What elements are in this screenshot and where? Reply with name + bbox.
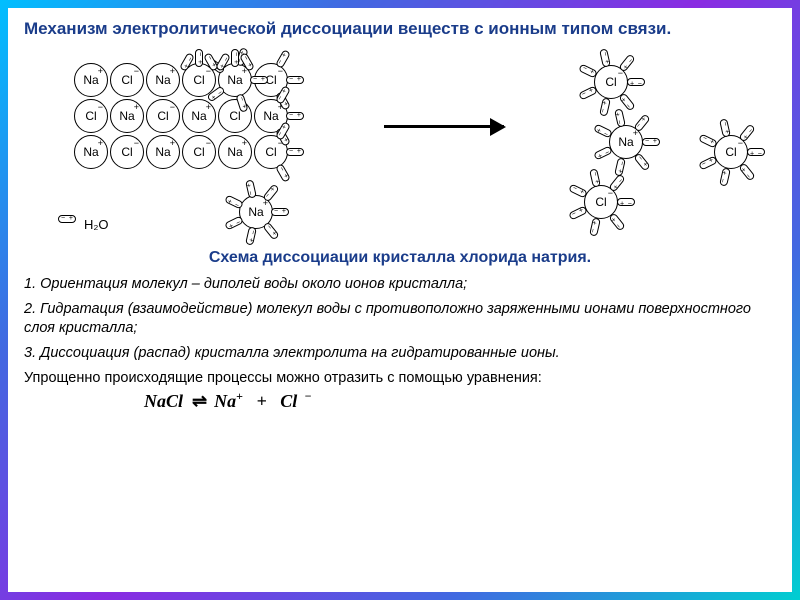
water-dipole-icon: −+ — [720, 118, 732, 137]
summary-text: Упрощенно происходящие процессы можно от… — [24, 369, 776, 388]
water-dipole-icon: −+ — [720, 167, 732, 186]
step-1: 1. Ориентация молекул – диполей воды око… — [24, 275, 776, 294]
cl-ion: Cl− — [146, 99, 180, 133]
water-dipole-icon: −+ — [615, 157, 627, 176]
eq-left: NaCl — [144, 391, 183, 411]
na-ion: Na+ — [182, 99, 216, 133]
water-dipole-icon: −+ — [617, 198, 635, 206]
water-dipole-icon: −+ — [262, 184, 279, 203]
water-dipole-icon: −+ — [600, 97, 612, 116]
diagram-subtitle: Схема диссоциации кристалла хлорида натр… — [24, 249, 776, 267]
water-dipole-icon: −+ — [225, 215, 245, 230]
water-dipole-icon: −+ — [699, 156, 719, 171]
eq-cl-charge: − — [302, 389, 312, 403]
eq-na: Na — [214, 391, 236, 411]
eq-plus: + — [256, 391, 266, 411]
water-dipole-icon: −+ — [286, 148, 304, 156]
content-panel: Механизм электролитической диссоциации в… — [8, 8, 792, 592]
water-dipole-icon: −+ — [569, 206, 589, 221]
water-dipole-icon: −+ — [286, 76, 304, 84]
equilibrium-arrow-icon: ⇌ — [192, 391, 205, 411]
dissociation-diagram: Na+Cl−Na+Cl−Na+Cl−Cl−Na+Cl−Na+Cl−Na+Na+C… — [24, 45, 776, 245]
na-ion: Na+ — [110, 99, 144, 133]
water-dipole-icon: −+ — [627, 78, 645, 86]
na-ion: Na+ — [146, 135, 180, 169]
h2o-label: H₂O — [84, 217, 109, 232]
water-dipole-icon: −+ — [225, 194, 245, 209]
cl-ion: Cl− — [110, 135, 144, 169]
main-title: Механизм электролитической диссоциации в… — [24, 18, 776, 39]
water-dipole-icon: −+ — [245, 179, 257, 198]
water-dipole-icon: −+ — [579, 86, 599, 101]
water-dipole-icon: −+ — [262, 221, 279, 240]
water-dipole-icon: −+ — [618, 53, 635, 72]
water-dipole-icon: −+ — [608, 212, 625, 231]
water-dipole-icon: −+ — [275, 163, 291, 183]
cl-ion: Cl− — [182, 135, 216, 169]
water-dipole-icon: −+ — [275, 50, 291, 70]
na-ion: Na+ — [74, 63, 108, 97]
cl-ion: Cl− — [110, 63, 144, 97]
water-dipole-icon: −+ — [600, 48, 612, 67]
eq-na-charge: + — [236, 389, 243, 403]
water-dipole-icon: −+ — [195, 49, 203, 67]
equation: NaCl ⇌ Na+ + Cl − — [24, 389, 776, 412]
water-dipole-icon: −+ — [594, 146, 614, 161]
water-dipole-icon: −+ — [738, 123, 755, 142]
water-dipole-icon: −+ — [747, 148, 765, 156]
eq-cl: Cl — [280, 391, 297, 411]
water-dipole-icon: −+ — [633, 152, 650, 171]
water-dipole-icon: −+ — [271, 208, 289, 216]
water-dipole-icon: −+ — [245, 226, 257, 245]
water-dipole-icon: −+ — [590, 217, 602, 236]
cl-ion: Cl− — [74, 99, 108, 133]
water-dipole-icon: −+ — [608, 173, 625, 192]
na-ion: Na+ — [146, 63, 180, 97]
water-dipole-icon: −+ — [250, 76, 268, 84]
na-ion: Na+ — [218, 135, 252, 169]
water-dipole-icon: −+ — [738, 162, 755, 181]
water-dipole-icon: −+ — [590, 168, 602, 187]
step-3: 3. Диссоциация (распад) кристалла электр… — [24, 344, 776, 363]
na-ion: Na+ — [74, 135, 108, 169]
water-dipole-icon: −+ — [615, 108, 627, 127]
water-dipole-icon: −+ — [231, 49, 239, 67]
water-dipole-icon: −+ — [286, 112, 304, 120]
water-dipole-icon: −+ — [633, 113, 650, 132]
reaction-arrow-icon — [384, 125, 504, 128]
step-2: 2. Гидратация (взаимодействие) молекул в… — [24, 300, 776, 338]
water-dipole-icon: −+ — [642, 138, 660, 146]
water-dipole-icon: −+ — [58, 215, 76, 223]
